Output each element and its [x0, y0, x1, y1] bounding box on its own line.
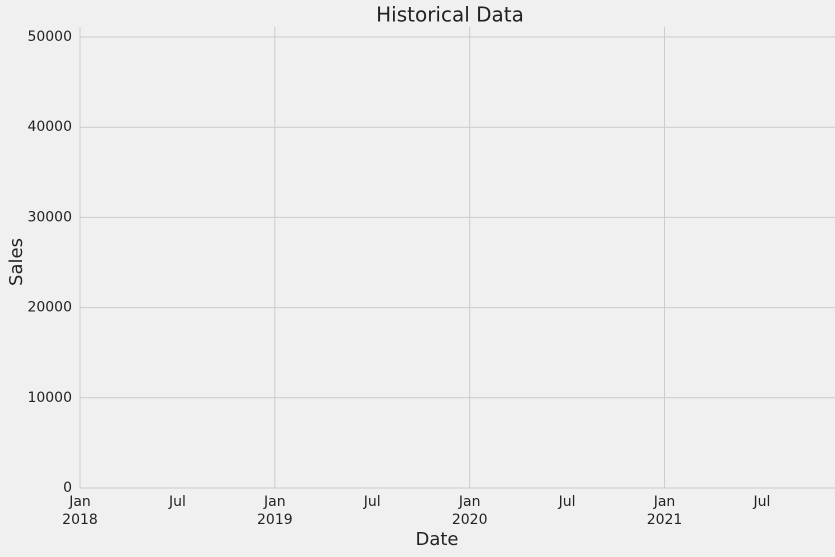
- y-tick-label: 10000: [27, 390, 72, 406]
- x-tick-label: Jan 2020: [451, 494, 488, 528]
- y-axis-label: Sales: [6, 238, 27, 286]
- x-tick-label: Jul: [363, 494, 381, 510]
- x-tick-label: Jan 2018: [62, 494, 98, 528]
- x-tick-label: Jul: [168, 494, 186, 510]
- x-tick-label: Jul: [558, 494, 576, 510]
- x-tick-label: Jul: [753, 494, 771, 510]
- y-tick-label: 40000: [27, 119, 72, 135]
- y-tick-label: 50000: [27, 29, 72, 45]
- y-tick-label: 20000: [27, 300, 72, 316]
- x-tick-label: Jan 2019: [257, 494, 293, 528]
- x-axis-label: Date: [415, 529, 458, 550]
- y-tick-label: 0: [63, 480, 72, 496]
- chart-title: Historical Data: [376, 3, 524, 27]
- x-tick-label: Jan 2021: [646, 494, 683, 528]
- y-tick-label: 30000: [27, 209, 72, 225]
